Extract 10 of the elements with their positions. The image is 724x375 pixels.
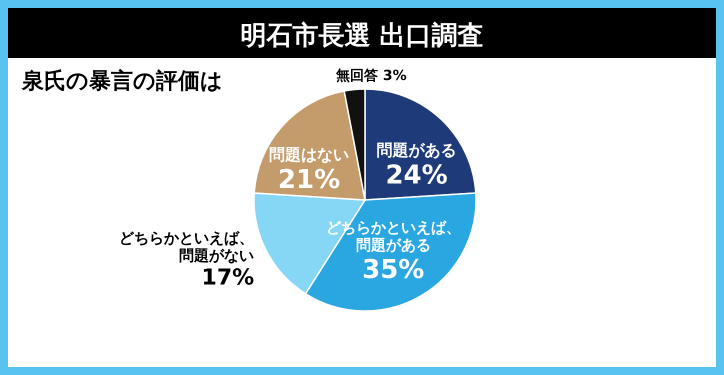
data-label: 17% <box>202 265 254 290</box>
slice-label: 問題はない <box>269 144 350 164</box>
slice-label: 無回答 3% <box>334 68 407 84</box>
chart-subtitle: 泉氏の暴言の評価は <box>21 68 223 94</box>
data-label: 35% <box>362 254 424 285</box>
data-label: 24% <box>385 160 448 190</box>
slice-label: どちらかといえば、問題がない <box>119 229 254 264</box>
slice-label: 問題がある <box>376 140 457 160</box>
chart-title: 明石市長選 出口調査 <box>240 21 484 51</box>
data-label: 21% <box>278 164 340 195</box>
